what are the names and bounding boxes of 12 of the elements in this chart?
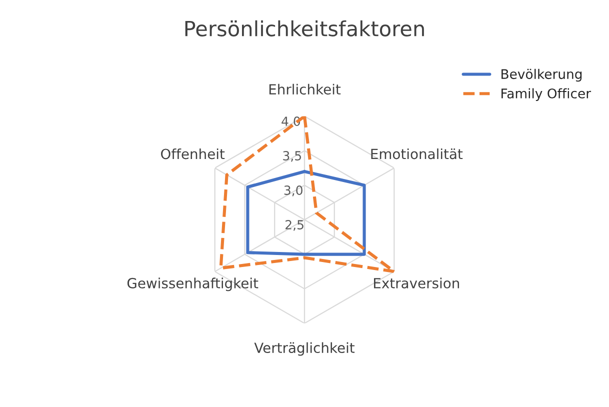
spoke-label: Emotionalität: [371, 148, 463, 160]
legend-label: Bevölkerung: [502, 68, 582, 82]
spoke-label: Verträglichkeit: [254, 342, 355, 356]
chart-title: Persönlichkeitsfaktoren: [185, 20, 424, 36]
y-tick-label: 3,0: [284, 186, 302, 196]
legend-label: Family Officer: [502, 88, 592, 101]
y-tick-label: 2,5: [286, 220, 304, 231]
y-tick-label: 3,5: [283, 151, 301, 162]
spoke-label: Offenheit: [161, 148, 225, 160]
spoke-label: Extraversion: [374, 278, 459, 288]
spoke-label: Gewissenhaftigkeit: [127, 278, 258, 292]
spoke-label: Ehrlichkeit: [269, 84, 341, 95]
